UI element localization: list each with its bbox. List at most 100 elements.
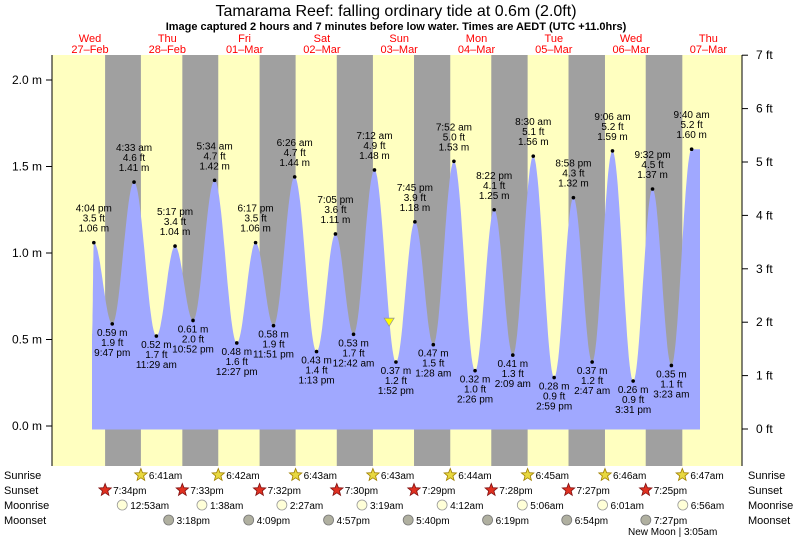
- tide-extreme-point: [212, 178, 217, 183]
- tide-label: 1.25 m: [479, 191, 510, 202]
- tide-label: 5.1 ft: [522, 127, 544, 138]
- right-tick-label: 4 ft: [756, 208, 773, 222]
- tide-extreme-point: [154, 334, 159, 338]
- tide-label: 1.56 m: [518, 137, 549, 148]
- right-tick-label: 5 ft: [756, 155, 773, 169]
- tide-label: 0.47 m: [418, 349, 449, 360]
- tide-label: 0.58 m: [258, 330, 289, 341]
- sunset-icon: [406, 482, 422, 497]
- moonset-icon: [402, 514, 414, 526]
- tide-label: 1.59 m: [597, 132, 628, 143]
- tide-label: 0.35 m: [656, 369, 687, 380]
- moonset-time: 7:27pm: [654, 516, 687, 527]
- row-label-sunset: Sunset: [4, 485, 38, 497]
- tide-label: 2.0 ft: [182, 334, 204, 345]
- moonrise-time: 1:38am: [210, 501, 243, 512]
- right-tick-label: 2 ft: [756, 315, 773, 329]
- tide-label: 3.6 ft: [324, 205, 346, 216]
- tide-label: 1.2 ft: [581, 376, 603, 387]
- tide-label: 1.42 m: [199, 161, 230, 172]
- left-tick-label: 0.0 m: [12, 419, 42, 433]
- moonrise-time: 6:56am: [691, 501, 724, 512]
- moonset-time: 3:18pm: [177, 516, 210, 527]
- tide-extreme-point: [413, 220, 417, 224]
- tide-label: 9:32 pm: [634, 150, 670, 161]
- row-label-sunrise: Sunrise: [4, 470, 41, 482]
- tide-extreme-point: [92, 240, 96, 245]
- tide-label: 5.2 ft: [601, 122, 623, 133]
- sunrise-icon: [133, 467, 149, 482]
- tide-label: 1:13 pm: [298, 376, 334, 387]
- left-tick-label: 1.5 m: [12, 160, 42, 174]
- sunset-icon: [252, 482, 267, 497]
- date-label: 04–Mar: [458, 44, 496, 56]
- tide-label: 1.53 m: [439, 142, 470, 153]
- right-tick-label: 3 ft: [756, 262, 773, 276]
- date-label: 06–Mar: [612, 44, 650, 56]
- current-tide-marker: [383, 317, 395, 327]
- date-label: 28–Feb: [149, 44, 186, 56]
- axes: 0.0 m 0.5 m 1.0 m 1.5 m 2.0 m 0 ft 1 ft 2 ft 3 f…: [12, 48, 773, 466]
- moonrise-icon: [597, 499, 608, 511]
- sunrise-icon: [520, 467, 535, 482]
- tide-label: 1.0 ft: [464, 385, 486, 396]
- moonset-icon: [243, 514, 255, 526]
- moonset-icon: [482, 514, 493, 526]
- tide-extreme-point: [571, 195, 576, 200]
- moonset-time: 6:19pm: [496, 516, 529, 527]
- tide-label: 1.04 m: [160, 227, 191, 238]
- tide-label: 4.6 ft: [123, 153, 145, 164]
- tide-label: 3.4 ft: [164, 217, 186, 228]
- tide-label: 1.4 ft: [305, 366, 327, 377]
- moonrise-icon: [196, 499, 208, 511]
- sunset-time: 7:30pm: [345, 486, 378, 497]
- tide-extreme-point: [351, 332, 356, 337]
- tide-label: 0.37 m: [577, 366, 608, 377]
- moonrise-icon: [516, 499, 528, 511]
- tide-label: 0.59 m: [97, 328, 128, 339]
- row-label-right-moonset: Moonset: [748, 515, 790, 527]
- tide-label: 3:23 am: [653, 389, 689, 400]
- sunrise-time: 6:42am: [226, 471, 259, 482]
- tide-label: 7:45 pm: [397, 183, 433, 194]
- tide-label: 4.3 ft: [562, 169, 584, 180]
- tide-extreme-point: [531, 154, 536, 158]
- tide-label: 1.06 m: [240, 224, 271, 235]
- tide-label: 0.28 m: [539, 382, 570, 393]
- tide-label: 5:34 am: [197, 141, 233, 152]
- tide-extreme-point: [431, 342, 436, 347]
- tide-label: 0.9 ft: [622, 395, 644, 406]
- tide-label: 6:17 pm: [237, 204, 273, 215]
- tide-label: 9:40 am: [674, 110, 710, 121]
- day-of-week-label: Wed: [79, 33, 101, 45]
- chart-title: Tamarama Reef: falling ordinary tide at …: [215, 3, 576, 20]
- sunrise-time: 6:44am: [458, 471, 491, 482]
- moonset-icon: [323, 514, 334, 526]
- sunset-time: 7:33pm: [190, 486, 223, 497]
- tide-label: 7:12 am: [356, 131, 392, 142]
- date-label: 02–Mar: [303, 44, 341, 56]
- tide-label: 2:47 am: [574, 386, 610, 397]
- date-label: 07–Mar: [690, 44, 728, 56]
- moonset-time: 6:54pm: [575, 516, 608, 527]
- sunrise-time: 6:46am: [613, 471, 646, 482]
- tide-label: 4.5 ft: [641, 160, 663, 171]
- sunrise-time: 6:47am: [690, 471, 723, 482]
- sunset-time: 7:29pm: [422, 486, 455, 497]
- almanac-rows: Sunrise Sunrise Sunset Sunset Moonrise Moonri…: [4, 467, 793, 538]
- moonrise-icon: [356, 499, 368, 511]
- row-label-right-sunset: Sunset: [748, 485, 782, 497]
- sunset-time: 7:25pm: [654, 486, 687, 497]
- sunrise-icon: [443, 467, 458, 482]
- day-of-week-label: Wed: [620, 33, 642, 45]
- sunrise-icon: [288, 467, 303, 482]
- moonrise-icon: [677, 499, 689, 511]
- tide-label: 11:51 pm: [253, 350, 294, 361]
- tide-label: 1.32 m: [558, 179, 589, 190]
- right-tick-label: 1 ft: [756, 369, 773, 383]
- tide-label: 1.7 ft: [145, 350, 167, 361]
- tide-label: 1.18 m: [400, 203, 431, 214]
- tide-extreme-point: [394, 360, 398, 364]
- moonrise-icon: [276, 499, 288, 511]
- tide-label: 8:58 pm: [555, 159, 591, 170]
